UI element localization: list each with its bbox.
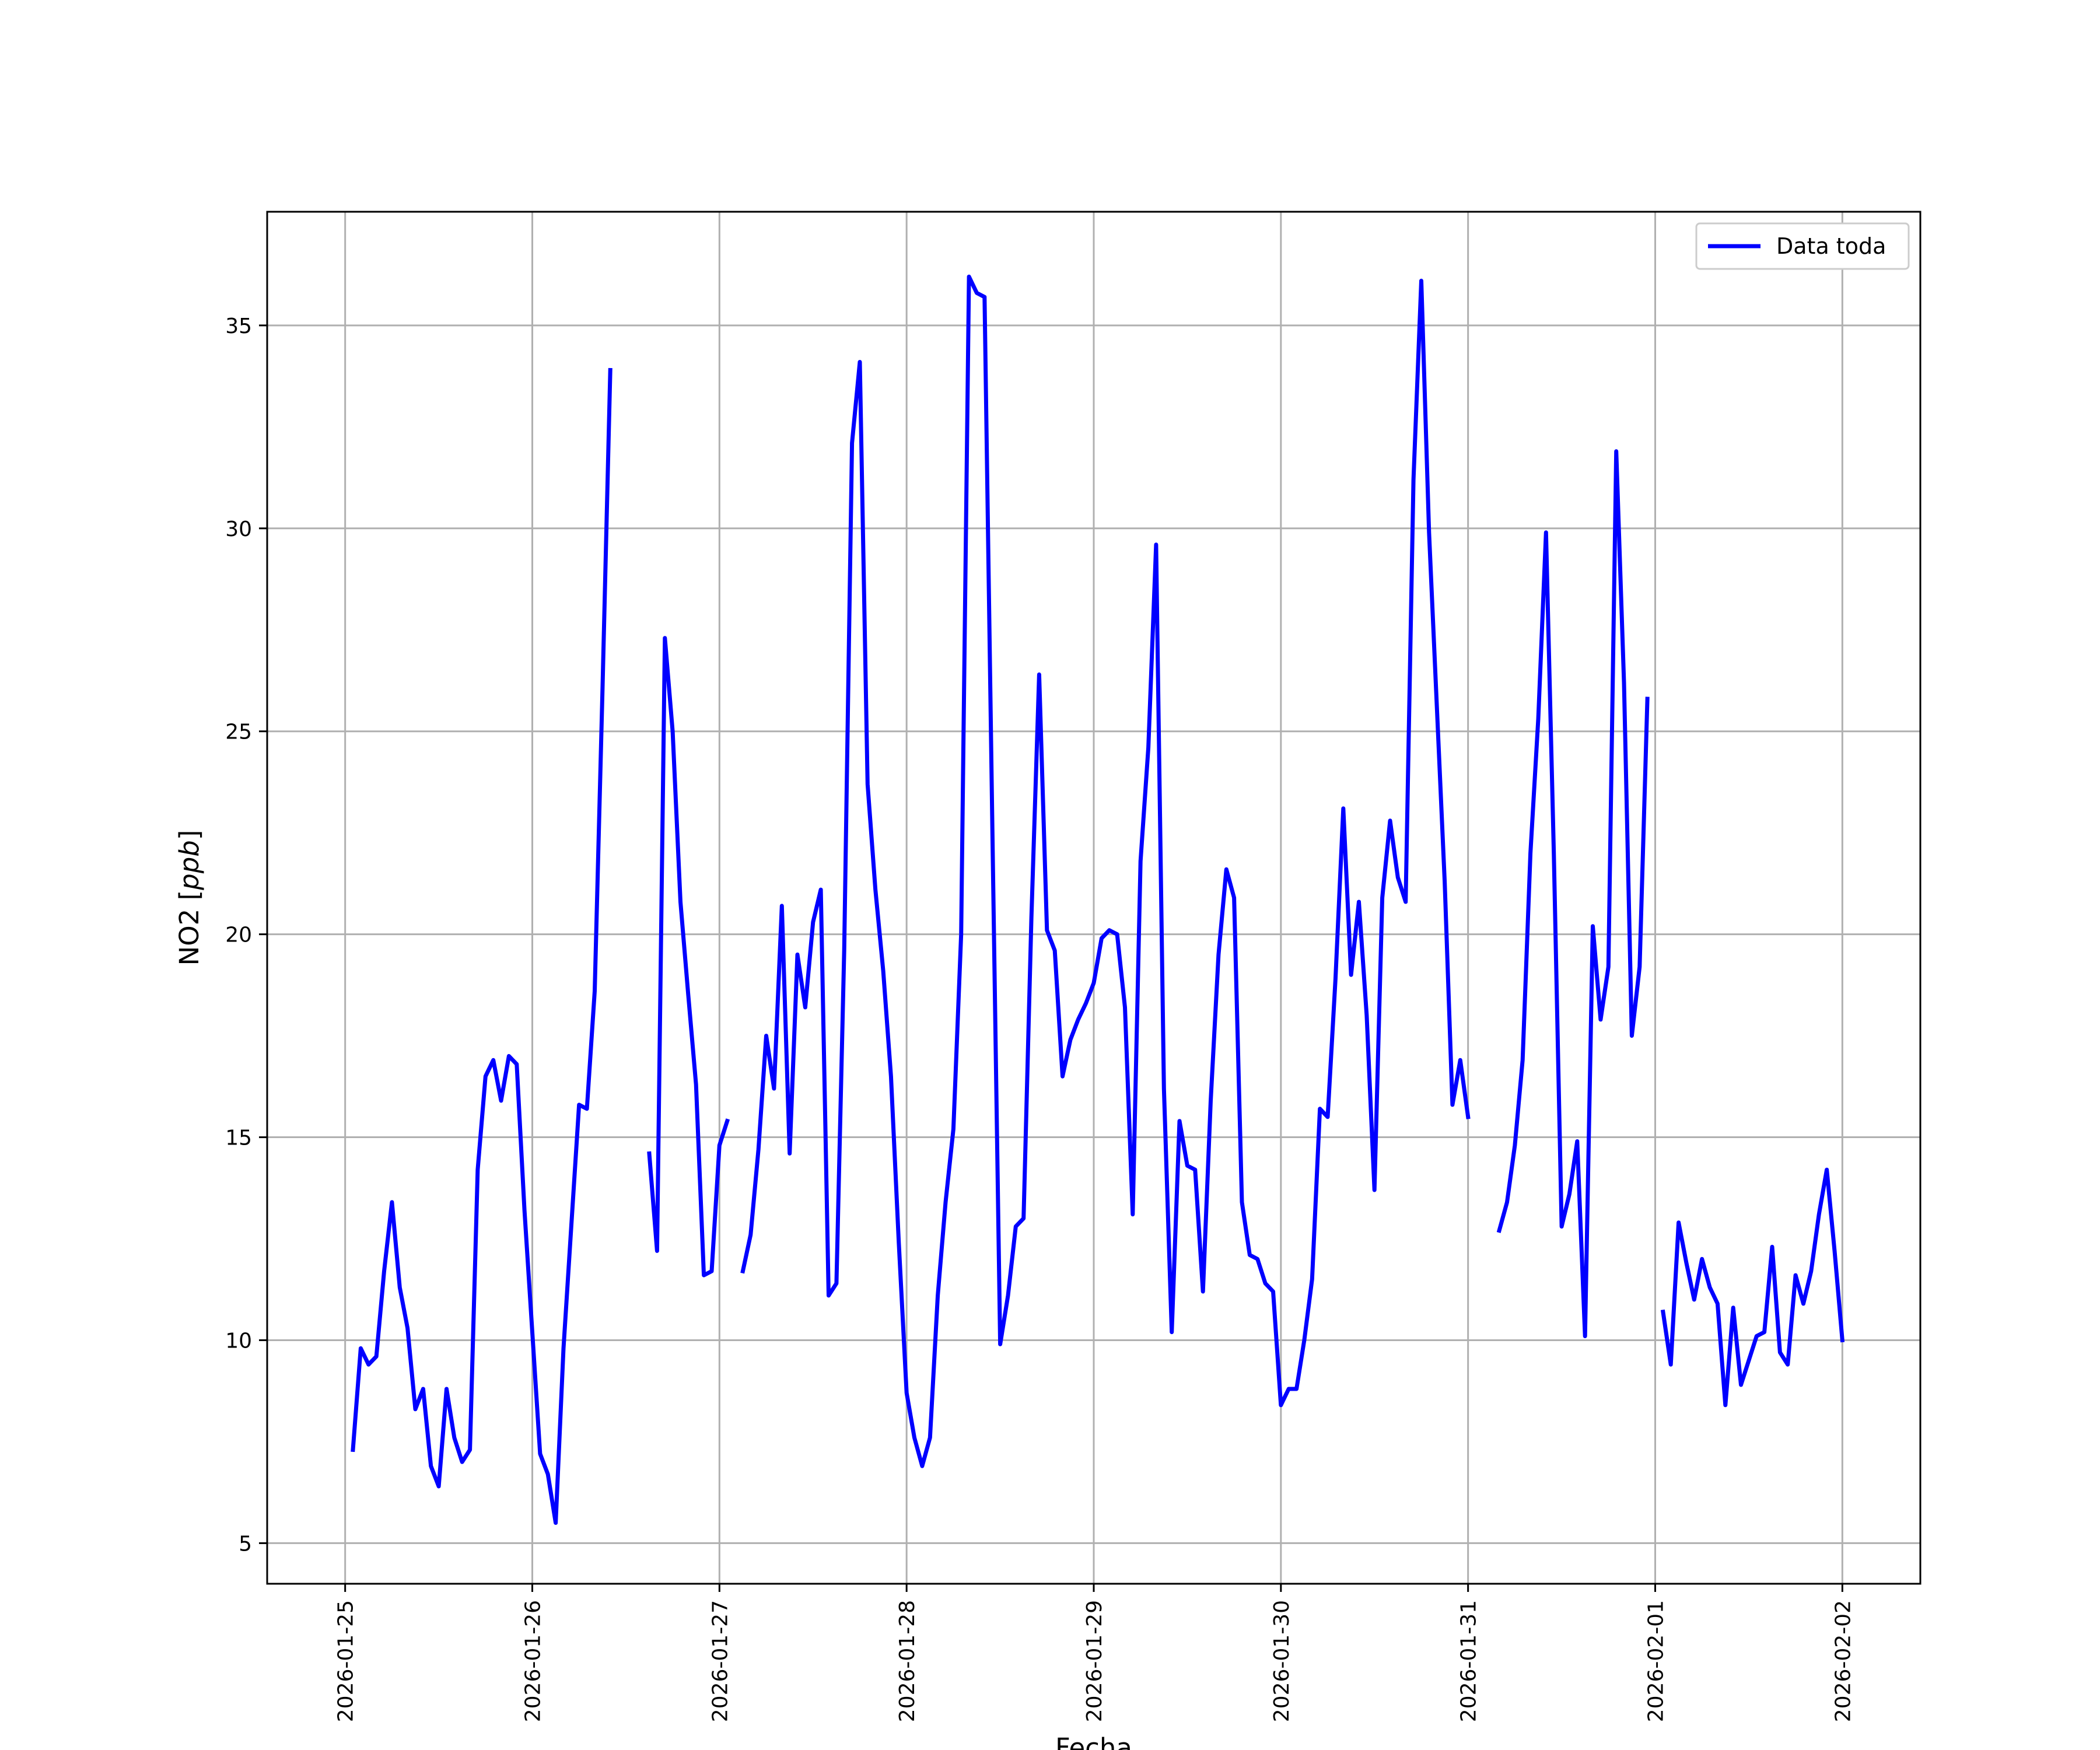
series-line-segment — [740, 274, 1471, 1468]
x-axis-ticks: 2026-01-25 2026-01-26 2026-01-27 2026-01-28… — [334, 1584, 1855, 1722]
data-series — [351, 274, 1845, 1525]
y-tick-label: 5 — [239, 1532, 252, 1556]
series-line-segment — [1660, 1167, 1845, 1408]
y-tick-label: 15 — [225, 1126, 252, 1150]
x-tick-label: 2026-01-30 — [1270, 1600, 1294, 1722]
x-tick-label: 2026-01-25 — [334, 1600, 358, 1722]
legend: Data toda — [1695, 222, 1910, 270]
x-tick-label: 2026-02-01 — [1644, 1600, 1668, 1722]
y-axis-ticks: 5 10 15 20 25 30 35 — [225, 314, 267, 1556]
y-tick-label: 10 — [225, 1329, 252, 1353]
y-axis-label-suffix: ] — [174, 830, 205, 841]
x-tick-label: 2026-01-26 — [522, 1600, 545, 1722]
x-axis-label: Fecha — [1055, 1732, 1132, 1750]
y-tick-label: 25 — [225, 720, 252, 744]
y-tick-label: 35 — [225, 314, 252, 338]
x-tick-label: 2026-01-29 — [1083, 1600, 1107, 1722]
series-line-segment — [351, 368, 612, 1525]
y-axis-label: NO2 [ppb] — [174, 830, 205, 966]
y-tick-label: 20 — [225, 923, 252, 947]
x-tick-label: 2026-02-02 — [1831, 1600, 1855, 1722]
y-axis-label-unit: ppb — [174, 840, 205, 891]
x-tick-label: 2026-01-27 — [708, 1600, 732, 1722]
series-line-segment — [647, 636, 730, 1278]
x-tick-label: 2026-01-28 — [895, 1600, 919, 1722]
y-axis-label-prefix: NO2 [ — [174, 890, 205, 966]
legend-box — [1695, 222, 1910, 270]
y-tick-label: 30 — [225, 517, 252, 541]
legend-label: Data toda — [1776, 233, 1886, 259]
x-tick-label: 2026-01-31 — [1457, 1600, 1481, 1722]
series-line-segment — [1496, 449, 1650, 1338]
